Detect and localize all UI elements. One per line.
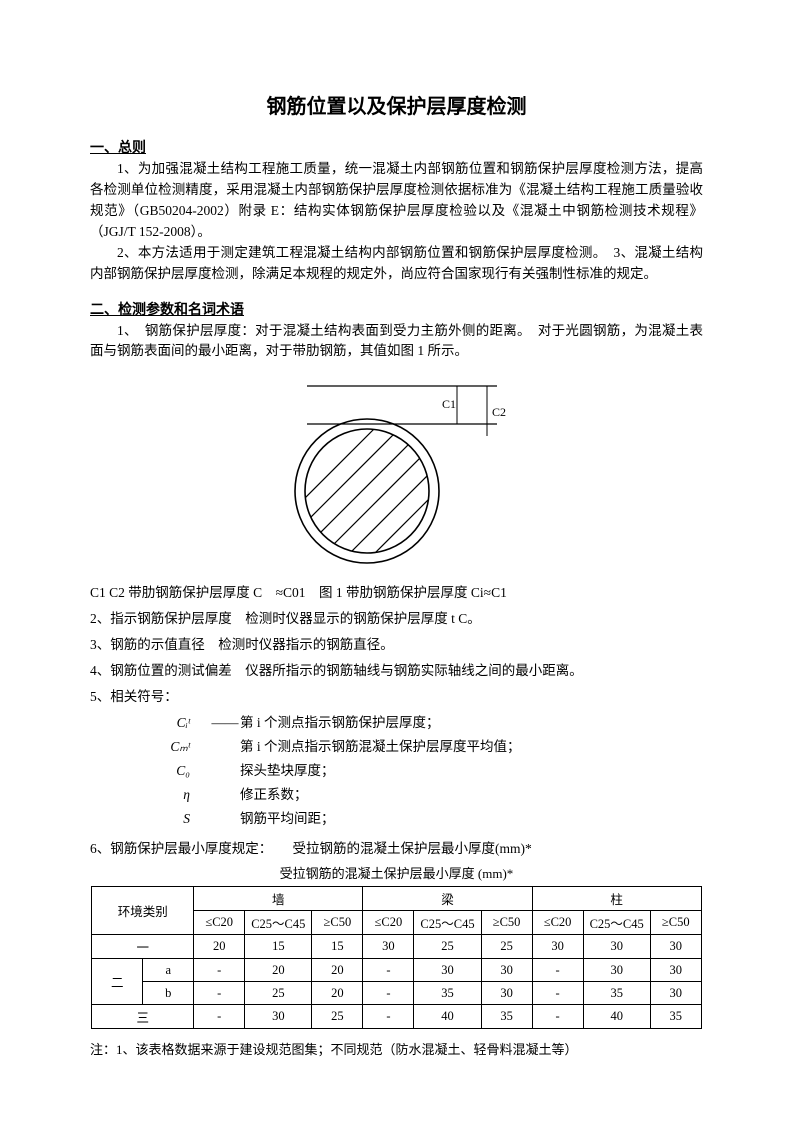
def-2: 2、指示钢筋保护层厚度 检测时仪器显示的钢筋保护层厚度 t C。 [90,607,703,627]
table-row: b -2520 -3530 -3530 [92,982,702,1005]
c1-label-text: C1 [442,397,456,411]
table-row: 二a -2020 -3030 -3030 [92,959,702,982]
def-5: 5、相关符号： [90,685,703,705]
cover-thickness-table: 环境类别 墙 梁 柱 ≤C20C25～C45≥C50 ≤C20C25～C45≥C… [91,886,702,1029]
figure-rebar: C1 C2 [247,376,547,571]
section2-head: 二、检测参数和名词术语 [90,299,703,319]
page-title: 钢筋位置以及保护层厚度检测 [90,90,703,119]
table-row: 一 201515 302525 303030 [92,935,702,959]
table-row: 三 -3025 -4035 -4035 [92,1005,702,1029]
footnote: 注：1、该表格数据来源于建设规范图集；不同规范（防水混凝土、轻骨料混凝土等） [90,1039,703,1058]
def-6: 6、钢筋保护层最小厚度规定： 受拉钢筋的混凝土保护层最小厚度(mm)* [90,837,703,857]
section1-p2: 2、本方法适用于测定建筑工程混凝土结构内部钢筋位置和钢筋保护层厚度检测。 3、混… [90,243,703,285]
c2-label-text: C2 [492,405,506,419]
def-3: 3、钢筋的示值直径 检测时仪器指示的钢筋直径。 [90,633,703,653]
figure-caption: C1 C2 带肋钢筋保护层厚度 C ≈C01 图 1 带肋钢筋保护层厚度 Ci≈… [90,581,703,601]
symbols-list: Cᵢᵗ——第 i 个测点指示钢筋保护层厚度； Cₘᵗ第 i 个测点指示钢筋混凝土… [140,711,703,827]
section1-p1: 1、为加强混凝土结构工程施工质量，统一混凝土内部钢筋位置和钢筋保护层厚度检测方法… [90,159,703,243]
section2-p1: 1、 钢筋保护层厚度：对于混凝土结构表面到受力主筋外侧的距离。 对于光圆钢筋，为… [90,321,703,363]
def-4: 4、钢筋位置的测试偏差 仪器所指示的钢筋轴线与钢筋实际轴线之间的最小距离。 [90,659,703,679]
section1-head: 一、总则 [90,137,703,157]
table-caption: 受拉钢筋的混凝土保护层最小厚度 (mm)* [90,863,703,882]
